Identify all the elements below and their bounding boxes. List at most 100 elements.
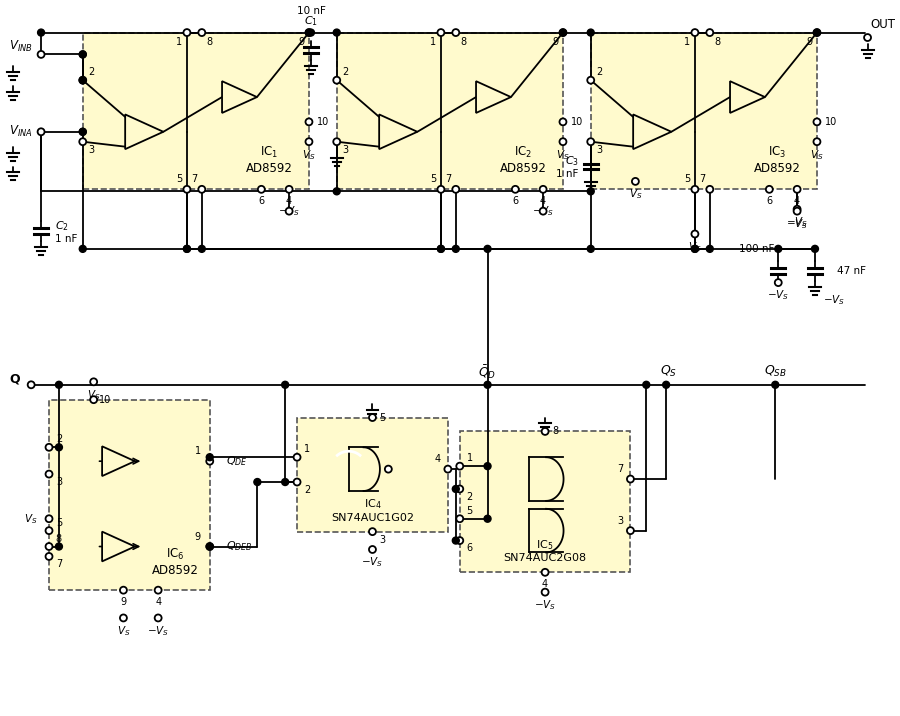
Text: 10: 10 [571, 117, 583, 127]
Text: 7: 7 [445, 175, 451, 185]
Circle shape [691, 246, 698, 252]
Circle shape [369, 414, 376, 421]
Text: 2: 2 [597, 67, 603, 77]
Polygon shape [379, 115, 418, 149]
Text: 6: 6 [258, 196, 265, 206]
Circle shape [453, 537, 459, 544]
Circle shape [198, 186, 205, 193]
Circle shape [90, 378, 97, 385]
Text: $-V_S$: $-V_S$ [147, 624, 169, 638]
FancyBboxPatch shape [590, 32, 817, 189]
FancyBboxPatch shape [83, 32, 309, 189]
Text: $-V_S$: $-V_S$ [767, 289, 789, 302]
Circle shape [305, 118, 312, 125]
Polygon shape [125, 115, 164, 149]
Text: $-V_S$: $-V_S$ [823, 294, 845, 307]
Text: 2: 2 [466, 492, 472, 502]
Text: 9: 9 [806, 37, 812, 47]
Circle shape [308, 29, 314, 36]
Circle shape [90, 396, 97, 403]
Circle shape [56, 444, 62, 451]
Text: IC$_3$
AD8592: IC$_3$ AD8592 [754, 145, 801, 175]
Text: 6: 6 [466, 543, 472, 553]
Circle shape [79, 51, 86, 58]
Text: $C_1$: $C_1$ [304, 14, 318, 27]
Text: 2: 2 [304, 485, 310, 495]
Text: 7: 7 [191, 175, 197, 185]
Circle shape [206, 543, 213, 550]
Circle shape [814, 118, 821, 125]
Circle shape [662, 382, 670, 388]
Text: $V_S$: $V_S$ [87, 388, 101, 402]
Text: 1: 1 [176, 37, 182, 47]
Text: 10 nF: 10 nF [296, 6, 326, 16]
Text: 5: 5 [56, 518, 62, 528]
Circle shape [56, 543, 62, 550]
Text: $-V_S$: $-V_S$ [786, 217, 808, 231]
FancyBboxPatch shape [337, 32, 563, 189]
Text: 8: 8 [461, 37, 467, 47]
Circle shape [56, 382, 62, 388]
Circle shape [691, 231, 698, 238]
Text: $B_3$: $B_3$ [740, 90, 755, 105]
Text: 1: 1 [684, 37, 690, 47]
Text: 1: 1 [194, 446, 201, 456]
Text: $C_3$: $C_3$ [565, 155, 579, 168]
Circle shape [369, 528, 376, 535]
Text: 5: 5 [379, 412, 385, 422]
Polygon shape [102, 446, 135, 476]
Text: 6: 6 [512, 196, 518, 206]
Text: $Q_{DE}$: $Q_{DE}$ [226, 454, 248, 468]
Circle shape [79, 51, 86, 58]
Circle shape [794, 186, 801, 193]
Text: IC$_2$
AD8592: IC$_2$ AD8592 [500, 145, 546, 175]
Circle shape [775, 246, 782, 252]
Circle shape [198, 29, 205, 36]
Text: 4: 4 [286, 196, 292, 206]
Circle shape [456, 463, 464, 470]
Polygon shape [634, 115, 671, 149]
Text: OUT: OUT [870, 18, 896, 31]
FancyBboxPatch shape [460, 432, 630, 572]
Circle shape [333, 188, 340, 195]
Text: $-V_S$: $-V_S$ [532, 204, 554, 218]
Circle shape [456, 516, 464, 522]
Text: $-V_S$: $-V_S$ [786, 216, 808, 229]
Text: 5: 5 [176, 175, 182, 185]
Circle shape [540, 186, 546, 193]
Text: IC$_4$
SN74AUC1G02: IC$_4$ SN74AUC1G02 [331, 497, 414, 523]
Circle shape [305, 29, 312, 36]
Text: 1 nF: 1 nF [55, 234, 77, 244]
Circle shape [814, 29, 821, 36]
Circle shape [588, 188, 594, 195]
Circle shape [453, 485, 459, 493]
Circle shape [120, 586, 127, 594]
Polygon shape [102, 531, 135, 561]
Circle shape [333, 138, 340, 145]
Text: 3: 3 [56, 477, 62, 487]
Text: 7: 7 [617, 464, 624, 474]
Text: 9: 9 [552, 37, 558, 47]
Text: 10: 10 [317, 117, 329, 127]
Circle shape [542, 428, 549, 435]
Text: 5: 5 [466, 505, 472, 516]
Circle shape [184, 246, 191, 252]
Circle shape [794, 205, 801, 213]
Circle shape [258, 186, 265, 193]
Circle shape [632, 178, 639, 185]
Text: 3: 3 [379, 535, 385, 545]
Circle shape [38, 29, 44, 36]
Text: $V_S$: $V_S$ [117, 624, 130, 638]
Text: $Q_{SB}$: $Q_{SB}$ [764, 364, 787, 379]
Text: 7: 7 [698, 175, 705, 185]
Text: 3: 3 [597, 145, 603, 155]
Text: 9: 9 [298, 37, 304, 47]
Text: $V_S$: $V_S$ [24, 512, 38, 526]
Circle shape [28, 382, 34, 388]
Text: 6: 6 [766, 196, 772, 206]
Text: $C_2$: $C_2$ [55, 219, 69, 233]
Text: 5: 5 [430, 175, 436, 185]
Circle shape [333, 77, 340, 84]
Text: $-V_S$: $-V_S$ [278, 204, 301, 218]
Circle shape [437, 246, 445, 252]
